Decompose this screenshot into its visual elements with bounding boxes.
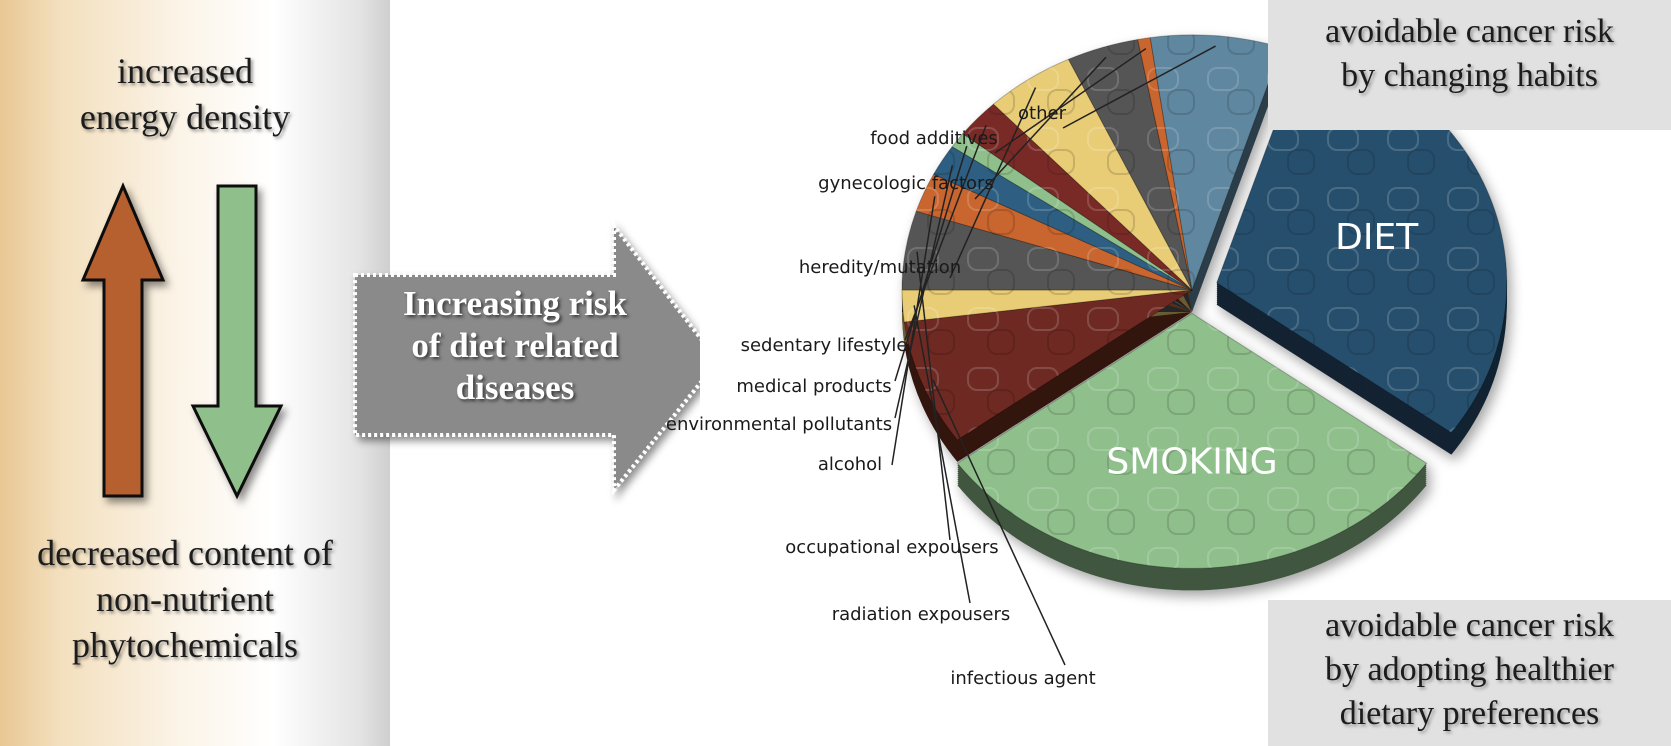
pie-slice-texture-food-additives bbox=[1137, 37, 1192, 291]
pie-slice-texture-occupational-expousers bbox=[902, 211, 1192, 290]
slice-label-environmental-pollutants: environmental pollutants bbox=[666, 414, 892, 435]
big-arrow-line-3: diseases bbox=[455, 368, 575, 407]
phytochemicals-text: decreased content of non-nutrient phytoc… bbox=[0, 530, 370, 668]
energy-density-text: increased energy density bbox=[0, 48, 370, 140]
pie-slice-texture-smoking bbox=[957, 313, 1427, 569]
slice-label-other: other bbox=[1018, 103, 1067, 124]
energy-density-line-1: increased bbox=[117, 51, 253, 91]
leader-line-heredity-mutation bbox=[949, 87, 1037, 279]
leader-line-food-additives bbox=[994, 47, 1147, 154]
pie-slice-texture-other bbox=[1150, 35, 1282, 291]
pie-slice-texture-diet bbox=[1216, 40, 1507, 433]
pie-slice-texture-radiation-expousers bbox=[902, 290, 1192, 322]
big-arrow-line-2: of diet related bbox=[411, 326, 619, 365]
slice-label-alcohol: alcohol bbox=[818, 454, 882, 475]
slice-label-heredity-mutation: heredity/mutation bbox=[799, 257, 961, 278]
leader-line-other bbox=[1062, 45, 1216, 129]
down-arrow-icon bbox=[190, 184, 284, 500]
pie-slice-texture-gynecologic-factors bbox=[1068, 39, 1192, 290]
slice-label-gynecologic-factors: gynecologic factors bbox=[818, 173, 994, 194]
callout-changing-habits: avoidable cancer risk by changing habits bbox=[1268, 0, 1671, 130]
big-arrow-line-1: Increasing risk bbox=[403, 284, 627, 323]
slice-label-smoking: SMOKING bbox=[1106, 441, 1277, 482]
pie-slice-texture-environmental-pollutants bbox=[933, 146, 1192, 290]
slice-label-occupational-expousers: occupational expousers bbox=[785, 537, 998, 558]
leader-line-radiation-expousers bbox=[913, 305, 971, 604]
callout-dietary-preferences: avoidable cancer risk by adopting health… bbox=[1268, 600, 1671, 746]
pie-slice-texture-medical-products bbox=[952, 133, 1192, 290]
leader-line-medical-products bbox=[894, 145, 968, 382]
slice-label-food-additives: food additives bbox=[870, 128, 998, 149]
pie-slice-texture-alcohol bbox=[916, 174, 1192, 290]
slice-label-medical-products: medical products bbox=[736, 376, 891, 397]
phytochemicals-line-1: decreased content of bbox=[37, 533, 333, 573]
leader-line-alcohol bbox=[891, 196, 936, 466]
callout-bottom-line-3: dietary preferences bbox=[1339, 695, 1600, 732]
pie-slice-texture-heredity-mutation bbox=[993, 59, 1192, 290]
arrows-layer bbox=[80, 182, 700, 500]
leader-line-sedentary-lifestyle bbox=[904, 124, 987, 341]
phytochemicals-line-3: phytochemicals bbox=[72, 625, 298, 665]
callout-bottom-line-2: by adopting healthier bbox=[1325, 651, 1614, 688]
up-arrow-icon bbox=[80, 182, 166, 498]
pie-slices bbox=[901, 34, 1508, 591]
pie-slice-texture-infectious-agent bbox=[904, 290, 1192, 440]
leader-line-infectious-agent bbox=[932, 379, 1066, 666]
big-arrow-label: Increasing risk of diet related diseases bbox=[355, 283, 675, 409]
left-panel bbox=[0, 0, 390, 746]
slice-label-diet: DIET bbox=[1335, 217, 1419, 258]
big-arrow-icon bbox=[353, 220, 700, 496]
callout-bottom-line-1: avoidable cancer risk bbox=[1325, 607, 1614, 644]
slice-label-infectious-agent: infectious agent bbox=[950, 668, 1095, 689]
callout-top-line-2: by changing habits bbox=[1341, 57, 1598, 94]
phytochemicals-line-2: non-nutrient bbox=[96, 579, 274, 619]
slice-label-radiation-expousers: radiation expousers bbox=[832, 604, 1011, 625]
slice-label-sedentary-lifestyle: sedentary lifestyle bbox=[741, 335, 908, 356]
leader-line-gynecologic-factors bbox=[974, 56, 1107, 200]
callout-top-line-1: avoidable cancer risk bbox=[1325, 13, 1614, 50]
energy-density-line-2: energy density bbox=[79, 97, 291, 137]
